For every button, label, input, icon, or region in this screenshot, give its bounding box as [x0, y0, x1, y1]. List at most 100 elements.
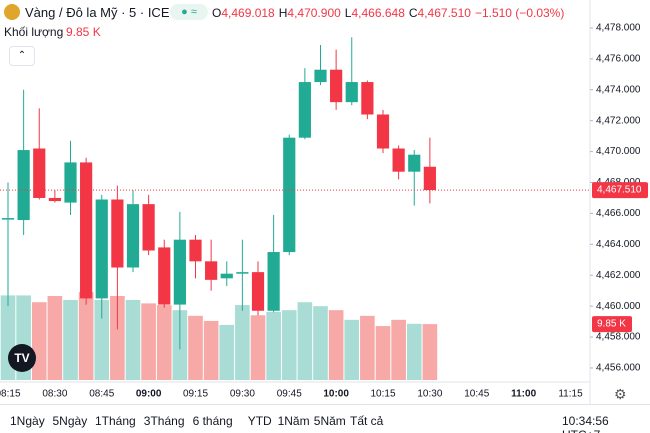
y-tick-label: 4,472.000 [596, 115, 641, 126]
candle-body [205, 261, 218, 280]
candle-body [267, 252, 280, 311]
volume-bar [391, 319, 406, 380]
volume-bar [375, 326, 391, 380]
y-tick-label: 4,474.000 [596, 84, 641, 95]
volume-bar [328, 310, 344, 380]
volume-bar [63, 299, 78, 380]
volume-bar [406, 323, 422, 380]
candle-layer [1, 37, 436, 350]
footer-divider [0, 404, 650, 405]
range-button[interactable]: 6 tháng [192, 414, 233, 428]
volume-bar [110, 295, 125, 380]
volume-bar [281, 310, 297, 380]
y-tick-label: 4,456.000 [596, 363, 641, 374]
symbol-title: Vàng / Đô la Mỹ · 5 · ICE [25, 5, 170, 20]
range-button[interactable]: YTD [247, 414, 272, 428]
y-tick-label: 4,466.000 [596, 208, 641, 219]
ohlc-key: C [408, 6, 418, 20]
y-tick-label: 4,478.000 [596, 23, 641, 34]
ohlc-value: 4,469.018 [221, 6, 275, 20]
volume-box [592, 316, 632, 333]
ohlc-key: L [344, 6, 352, 20]
x-tick-label: 08:45 [89, 389, 114, 400]
candle-body [392, 148, 405, 172]
volume-bar [94, 299, 110, 380]
change: −1.510 (−0.03%) [474, 6, 565, 20]
candle-body [126, 204, 140, 268]
range-button[interactable]: 5Năm [313, 414, 346, 428]
volume-axis-label: 9.85 K [597, 319, 626, 330]
ohlc-value: 4,470.900 [287, 6, 341, 20]
tv-logo[interactable]: TV [8, 344, 36, 372]
candle-body [189, 239, 202, 262]
y-tick-label: 4,462.000 [596, 270, 641, 281]
x-tick-label: 11:15 [558, 389, 583, 400]
volume-bar [422, 324, 438, 380]
candle-body [361, 82, 374, 115]
volume-bar [31, 302, 47, 380]
volume-layer [0, 292, 438, 380]
x-tick-label: 09:30 [230, 389, 255, 400]
y-tick-label: 4,464.000 [596, 239, 641, 250]
candle-body [220, 273, 233, 279]
x-tick-label: 10:30 [417, 389, 442, 400]
y-tick-label: 4,458.000 [596, 332, 641, 343]
y-tick-label: 4,460.000 [596, 301, 641, 312]
candle-body [111, 199, 124, 268]
symbol-icon [4, 4, 20, 20]
settings-icon[interactable]: ⚙ [614, 386, 627, 402]
range-button[interactable]: 1Tháng [95, 414, 136, 428]
x-tick-label: 10:45 [464, 389, 489, 400]
x-tick-label: 11:00 [511, 389, 536, 400]
volume-bar [360, 315, 375, 380]
candle-body [251, 272, 265, 311]
x-tick-label: 09:15 [183, 389, 208, 400]
volume-bar [125, 299, 141, 380]
candle-body [236, 272, 249, 274]
range-button[interactable]: 3Tháng [143, 414, 185, 428]
range-button[interactable]: 1Năm [277, 414, 310, 428]
collapse-button[interactable]: ⌃ [9, 46, 35, 66]
x-tick-label: 10:00 [323, 389, 349, 400]
x-tick-label: 08:15 [0, 389, 21, 400]
y-tick-label: 4,476.000 [596, 54, 641, 65]
range-button[interactable]: 1Ngày [10, 414, 45, 428]
volume-bar [344, 319, 360, 380]
market-status[interactable]: ● ≈ [170, 4, 208, 20]
range-button[interactable]: Tất cả [350, 414, 384, 428]
volume-bar [219, 324, 235, 380]
candle-body [330, 69, 343, 103]
x-tick-label: 10:15 [370, 389, 395, 400]
ohlc-value: 4,467.510 [417, 6, 471, 20]
candle-body [17, 150, 30, 221]
ohlc-key: H [278, 6, 288, 20]
volume-bar [203, 320, 219, 380]
volume-bar [78, 292, 94, 380]
volume-bar [297, 302, 313, 380]
volume-bar [250, 315, 266, 380]
candle-body [298, 82, 311, 138]
clock: 10:34:56 UTC+7 [562, 414, 609, 433]
volume-bar [156, 305, 172, 380]
candle-body [423, 166, 436, 191]
last-price-label: 4,467.510 [597, 185, 642, 196]
range-button[interactable]: 5Ngày [52, 414, 88, 428]
volume-bar [313, 306, 328, 380]
candle-body [283, 137, 296, 253]
ohlc-key: O [212, 6, 222, 20]
volume-bar [266, 311, 281, 380]
candle-body [80, 162, 93, 299]
x-tick-label: 09:45 [277, 389, 302, 400]
candle-body [142, 204, 155, 251]
candle-body [376, 114, 390, 149]
candle-body [48, 197, 61, 202]
volume-bar [235, 305, 250, 380]
candle-body [173, 239, 186, 305]
candle-body [408, 154, 421, 172]
ohlc-value: 4,466.648 [351, 6, 405, 20]
volume-title: Khối lượng [4, 25, 64, 39]
volume-bar [141, 303, 156, 380]
y-tick-label: 4,470.000 [596, 146, 641, 157]
